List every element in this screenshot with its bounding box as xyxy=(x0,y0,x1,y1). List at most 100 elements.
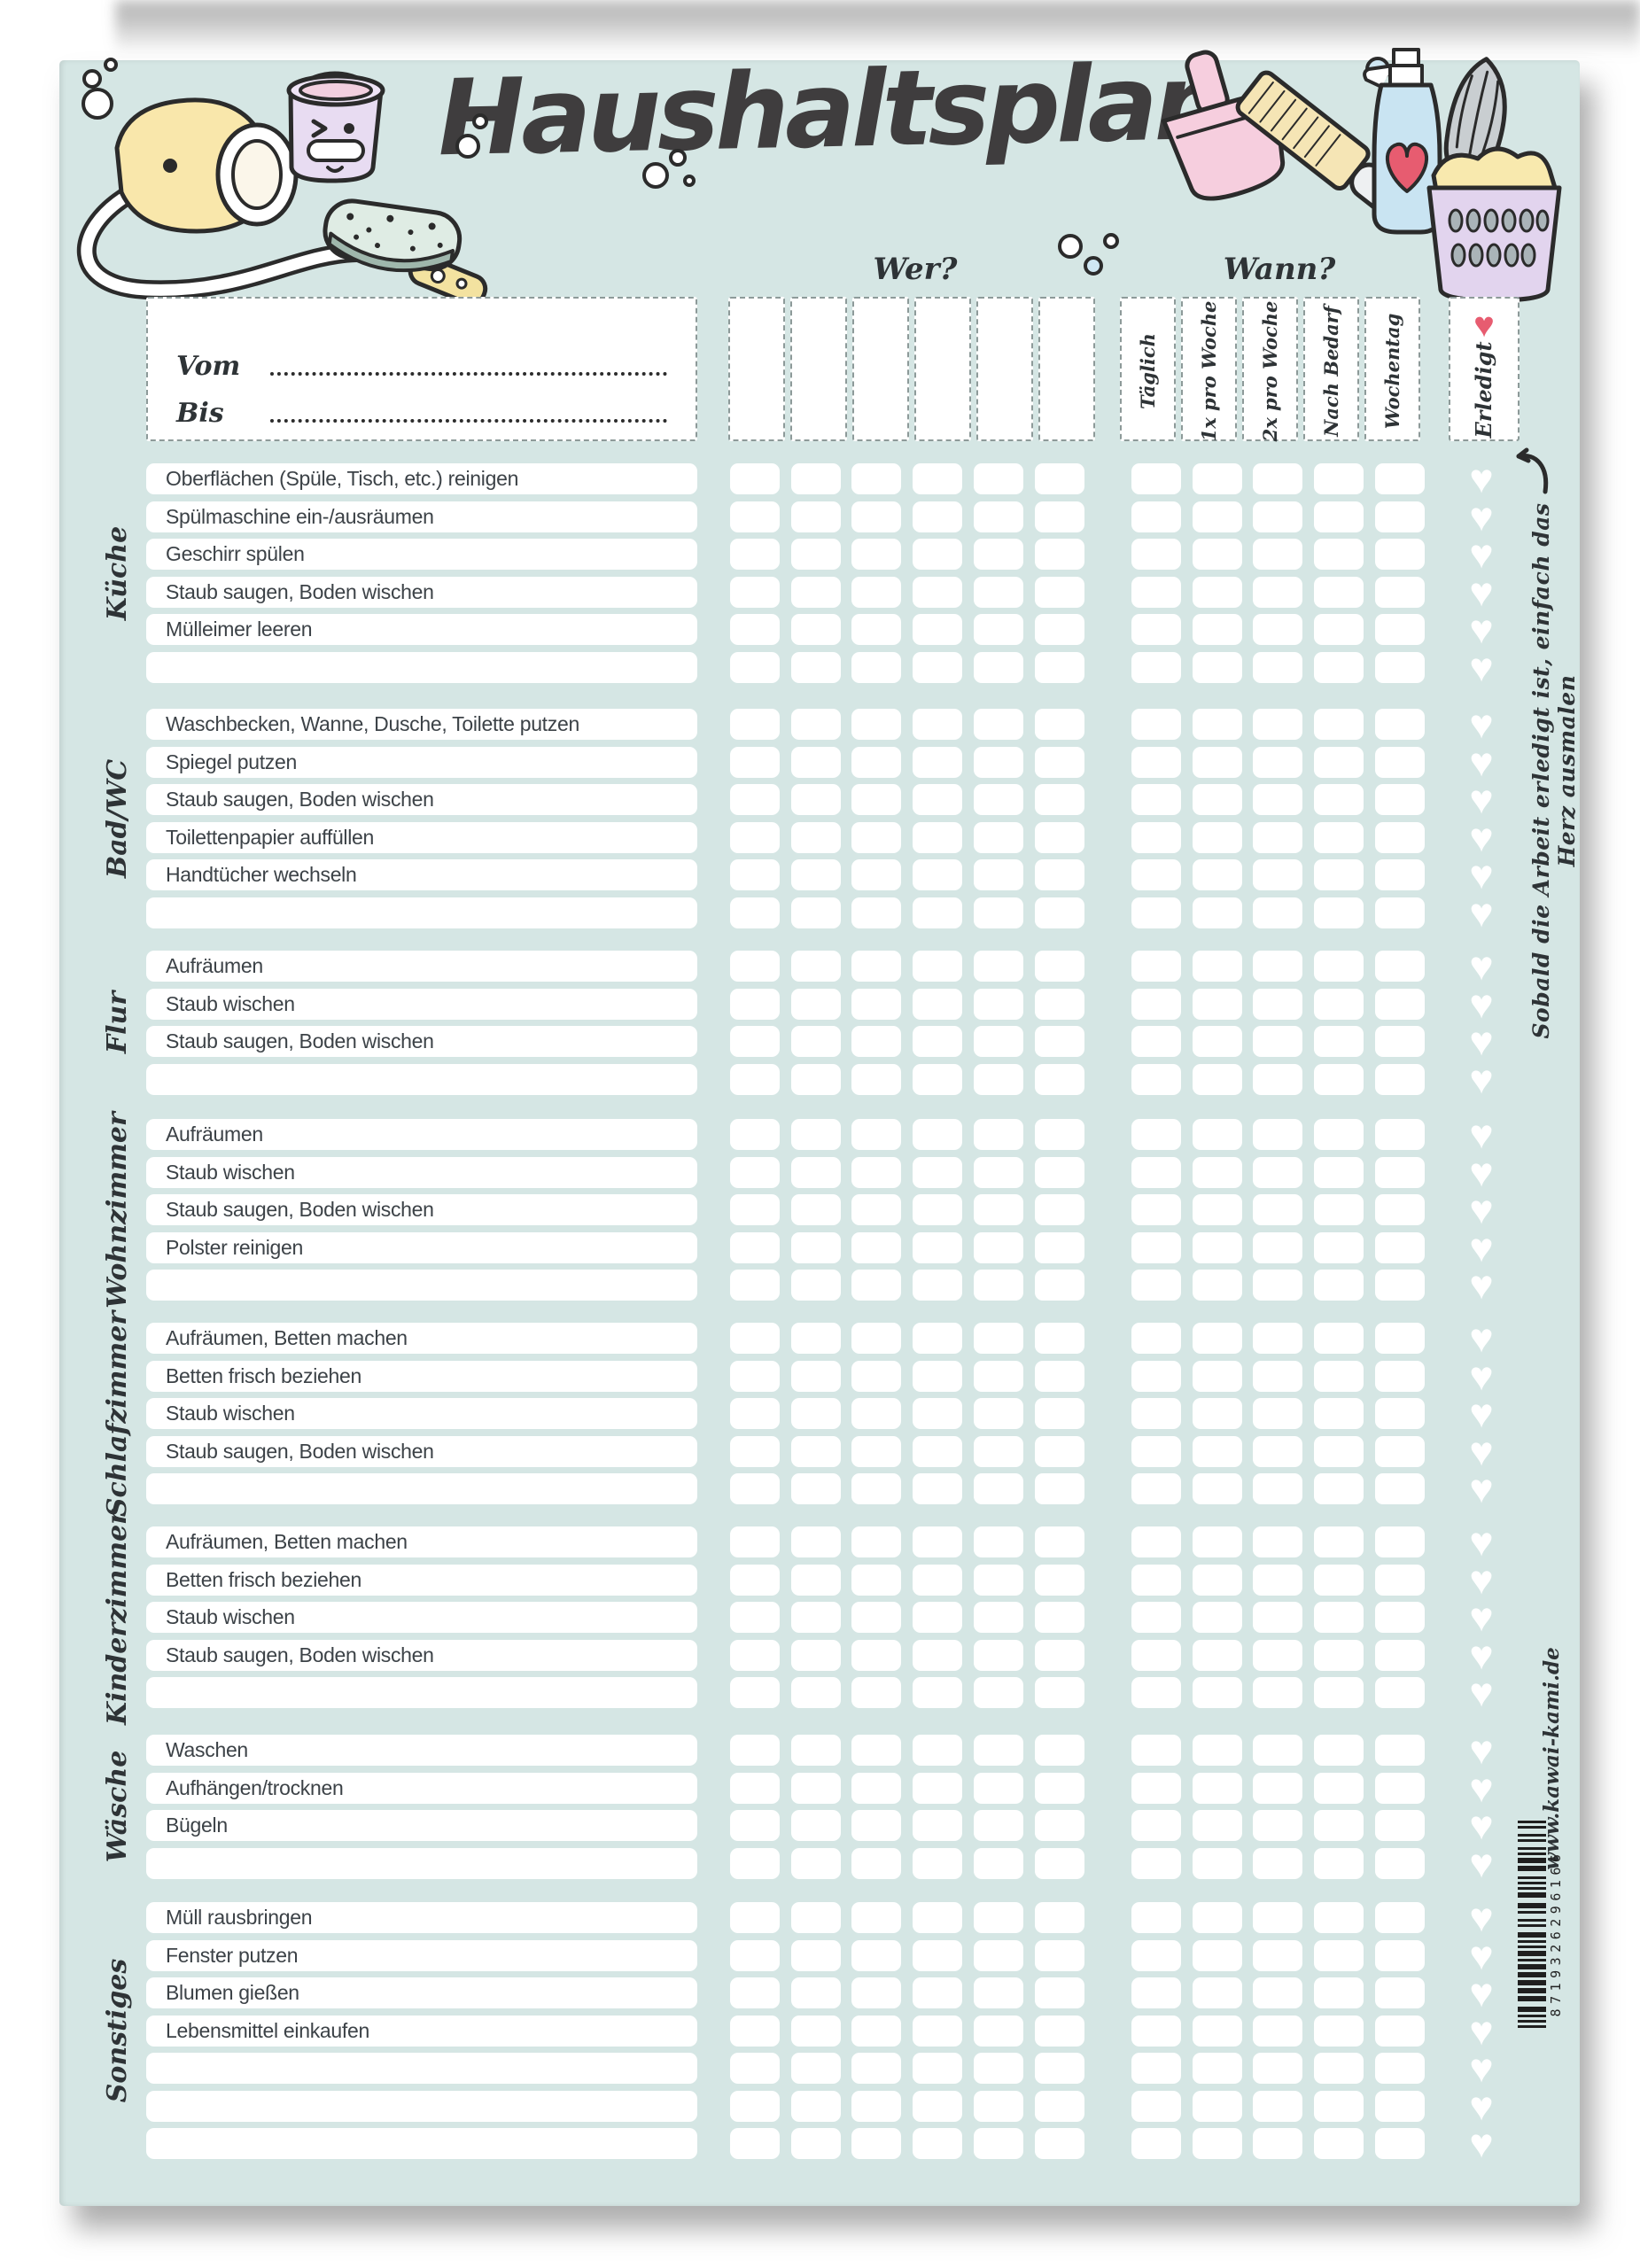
who-checkbox[interactable] xyxy=(1035,709,1084,740)
who-checkbox[interactable] xyxy=(1035,539,1084,570)
when-checkbox[interactable] xyxy=(1375,821,1425,853)
who-checkbox[interactable] xyxy=(851,1435,901,1467)
when-checkbox[interactable] xyxy=(1131,1526,1181,1557)
who-checkbox[interactable] xyxy=(1035,1119,1084,1150)
when-checkbox[interactable] xyxy=(1314,1270,1364,1301)
who-checkbox[interactable] xyxy=(851,1564,901,1596)
done-heart[interactable]: ♥ xyxy=(1469,2082,1494,2129)
who-checkbox[interactable] xyxy=(851,1526,901,1557)
who-checkbox[interactable] xyxy=(851,1847,901,1879)
who-checkbox[interactable] xyxy=(851,988,901,1020)
who-checkbox[interactable] xyxy=(974,1939,1023,1971)
when-checkbox[interactable] xyxy=(1193,539,1242,570)
task-label-box[interactable] xyxy=(146,1063,697,1095)
who-checkbox[interactable] xyxy=(1035,2128,1084,2159)
when-checkbox[interactable] xyxy=(1314,988,1364,1020)
who-checkbox[interactable] xyxy=(1035,1735,1084,1766)
when-checkbox[interactable] xyxy=(1253,1526,1302,1557)
done-heart[interactable]: ♥ xyxy=(1469,1111,1494,1157)
who-checkbox[interactable] xyxy=(913,1902,962,1933)
when-checkbox[interactable] xyxy=(1314,1026,1364,1057)
who-checkbox[interactable] xyxy=(851,1119,901,1150)
who-checkbox[interactable] xyxy=(730,2015,780,2047)
who-checkbox[interactable] xyxy=(791,1847,841,1879)
who-checkbox[interactable] xyxy=(913,1194,962,1225)
who-checkbox[interactable] xyxy=(974,651,1023,683)
when-checkbox[interactable] xyxy=(1314,1194,1364,1225)
task-label-box[interactable] xyxy=(146,2090,697,2122)
done-heart[interactable]: ♥ xyxy=(1469,980,1494,1027)
when-checkbox[interactable] xyxy=(1375,1847,1425,1879)
when-checkbox[interactable] xyxy=(1375,1735,1425,1766)
task-label-box[interactable] xyxy=(146,1847,697,1879)
when-checkbox[interactable] xyxy=(1131,1847,1181,1879)
when-checkbox[interactable] xyxy=(1375,1564,1425,1596)
who-checkbox[interactable] xyxy=(730,1231,780,1263)
who-checkbox[interactable] xyxy=(730,1847,780,1879)
when-checkbox[interactable] xyxy=(1314,1156,1364,1188)
when-checkbox[interactable] xyxy=(1131,821,1181,853)
who-checkbox[interactable] xyxy=(1035,2053,1084,2084)
when-checkbox[interactable] xyxy=(1193,1156,1242,1188)
who-checkbox[interactable] xyxy=(913,463,962,494)
who-checkbox[interactable] xyxy=(974,576,1023,608)
who-checkbox[interactable] xyxy=(913,1231,962,1263)
when-checkbox[interactable] xyxy=(1193,1473,1242,1504)
done-heart[interactable]: ♥ xyxy=(1469,1352,1494,1399)
who-checkbox[interactable] xyxy=(730,746,780,778)
who-checkbox[interactable] xyxy=(851,746,901,778)
who-checkbox[interactable] xyxy=(851,501,901,532)
who-checkbox[interactable] xyxy=(1035,651,1084,683)
when-checkbox[interactable] xyxy=(1193,2015,1242,2047)
who-checkbox[interactable] xyxy=(851,1156,901,1188)
who-checkbox[interactable] xyxy=(913,576,962,608)
who-checkbox[interactable] xyxy=(974,1735,1023,1766)
when-checkbox[interactable] xyxy=(1131,859,1181,890)
who-checkbox[interactable] xyxy=(913,651,962,683)
when-checkbox[interactable] xyxy=(1375,1939,1425,1971)
done-heart[interactable]: ♥ xyxy=(1469,1186,1494,1232)
who-checkbox[interactable] xyxy=(730,1977,780,2008)
who-checkbox[interactable] xyxy=(913,1360,962,1392)
task-label-box[interactable] xyxy=(146,2053,697,2084)
done-heart[interactable]: ♥ xyxy=(1469,606,1494,652)
when-checkbox[interactable] xyxy=(1375,1360,1425,1392)
who-checkbox[interactable] xyxy=(851,1810,901,1841)
who-checkbox[interactable] xyxy=(791,1677,841,1708)
when-checkbox[interactable] xyxy=(1253,1677,1302,1708)
when-checkbox[interactable] xyxy=(1375,1810,1425,1841)
who-checkbox[interactable] xyxy=(851,2015,901,2047)
when-checkbox[interactable] xyxy=(1314,1902,1364,1933)
who-checkbox[interactable] xyxy=(730,463,780,494)
who-checkbox[interactable] xyxy=(791,709,841,740)
who-checkbox[interactable] xyxy=(851,1063,901,1095)
who-checkbox[interactable] xyxy=(851,463,901,494)
when-checkbox[interactable] xyxy=(1375,463,1425,494)
who-checkbox[interactable] xyxy=(1035,1772,1084,1804)
who-checkbox[interactable] xyxy=(791,1398,841,1429)
when-checkbox[interactable] xyxy=(1131,1639,1181,1671)
when-checkbox[interactable] xyxy=(1314,951,1364,982)
who-checkbox[interactable] xyxy=(730,988,780,1020)
who-checkbox[interactable] xyxy=(851,1231,901,1263)
who-checkbox[interactable] xyxy=(730,1270,780,1301)
who-checkbox[interactable] xyxy=(851,1977,901,2008)
who-checkbox[interactable] xyxy=(974,1473,1023,1504)
who-checkbox[interactable] xyxy=(974,1156,1023,1188)
done-heart[interactable]: ♥ xyxy=(1469,455,1494,501)
who-checkbox[interactable] xyxy=(974,1398,1023,1429)
who-checkbox[interactable] xyxy=(1035,1270,1084,1301)
who-checkbox[interactable] xyxy=(913,1939,962,1971)
who-checkbox[interactable] xyxy=(913,746,962,778)
who-checkbox[interactable] xyxy=(730,539,780,570)
who-checkbox[interactable] xyxy=(791,1939,841,1971)
who-checkbox[interactable] xyxy=(974,1194,1023,1225)
who-checkbox[interactable] xyxy=(974,1231,1023,1263)
when-checkbox[interactable] xyxy=(1253,821,1302,853)
who-checkbox[interactable] xyxy=(730,1735,780,1766)
task-label-box[interactable] xyxy=(146,1473,697,1504)
when-checkbox[interactable] xyxy=(1253,501,1302,532)
when-checkbox[interactable] xyxy=(1131,951,1181,982)
who-checkbox[interactable] xyxy=(791,1902,841,1933)
who-checkbox[interactable] xyxy=(851,784,901,815)
